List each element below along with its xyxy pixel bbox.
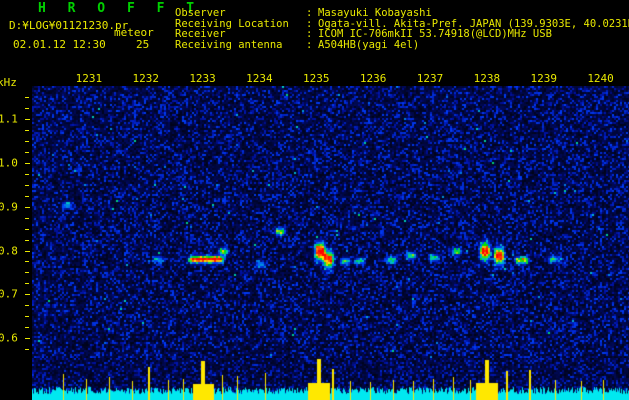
frequency-tick-label: 0.6 [0,331,18,345]
frequency-minor-tick [25,140,29,142]
info-key: Observer [175,7,226,19]
signal-level-strip [32,358,629,400]
observation-info-table: Observer: Masayuki Kobayashi Receiving Loc… [175,8,629,50]
observation-mode-label: meteor [114,26,154,39]
time-axis: 1231 1232 1233 1234 1235 1236 1237 1238 1239 1240 [0,72,629,94]
info-value: Masayuki Kobayashi [318,7,432,19]
frequency-tick-label: 0.8 [0,244,18,258]
time-tick-label: 1234 [246,72,273,85]
info-key: Receiving Location [175,17,289,30]
info-separator: : [306,28,313,41]
time-tick-label: 1235 [303,72,330,85]
frequency-tick-mark [25,162,30,164]
time-tick-label: 1233 [189,72,216,85]
signal-level-canvas [32,358,629,400]
frequency-tick-mark [25,118,30,120]
frequency-tick-mark [25,294,30,296]
frequency-axis: kHz 1.1 1.0 0.9 0.8 0.7 0.6 [0,72,32,400]
info-row: Receiving antenna: A504HB(yagi 4el) [175,40,629,51]
info-value: A504HB(yagi 4el) [318,38,420,51]
info-row: Receiver: ICOM IC-706mkII 53.74918(@LCD)M… [175,29,629,40]
frequency-minor-tick [25,184,29,186]
time-tick-label: 1237 [416,72,444,85]
header-panel: H R O F F T D:¥LOG¥01121230.pr meteor 02… [0,0,629,68]
frequency-minor-tick [25,173,29,175]
frequency-minor-tick [25,151,29,153]
observation-datetime: 02.01.12 12:30 [13,38,106,51]
info-row: Observer: Masayuki Kobayashi [175,8,629,19]
frequency-minor-tick [25,129,29,131]
frequency-tick-mark [25,250,30,252]
frequency-tick-mark [25,206,30,208]
info-separator: : [306,7,313,19]
frequency-minor-tick [25,96,29,98]
app-title: H R O F F T [38,1,202,16]
frequency-minor-tick [25,272,29,274]
time-tick-label: 1238 [473,72,501,85]
spectrogram-canvas [32,86,629,358]
frequency-minor-tick [25,261,29,263]
info-separator: : [306,17,313,30]
frequency-tick-label: 1.1 [0,112,18,126]
frequency-minor-tick [25,283,29,285]
info-row: Receiving Location: Ogata-vill. Akita-Pre… [175,17,629,30]
frequency-tick-label: 0.9 [0,200,18,214]
info-value: ICOM IC-706mkII 53.74918(@LCD)MHz USB [318,28,552,41]
time-tick-label: 1240 [587,72,614,85]
frequency-minor-tick [25,316,29,318]
info-value: Ogata-vill. Akita-Pref. JAPAN (139.9303E… [318,17,629,30]
frequency-tick-label: 1.0 [0,156,18,170]
frequency-tick-label: 0.7 [0,287,18,301]
time-tick-label: 1231 [75,72,103,85]
time-tick-label: 1232 [132,72,159,85]
frequency-minor-tick [25,349,29,351]
frequency-axis-unit-label: kHz [0,76,17,89]
frequency-minor-tick [25,228,29,230]
frequency-minor-tick [25,195,29,197]
info-key: Receiving antenna [175,38,283,51]
time-tick-label: 1236 [359,72,387,85]
echo-count: 25 [136,38,150,51]
frequency-minor-tick [25,107,29,109]
time-tick-label: 1239 [530,72,557,85]
frequency-minor-tick [25,327,29,329]
frequency-minor-tick [25,217,29,219]
frequency-minor-tick [25,305,29,307]
info-key: Receiver [175,28,226,41]
log-filename: D:¥LOG¥01121230.pr [9,19,129,32]
spectrogram-plot [32,86,629,358]
frequency-minor-tick [25,239,29,241]
frequency-tick-mark [25,338,30,340]
info-separator: : [306,38,313,51]
